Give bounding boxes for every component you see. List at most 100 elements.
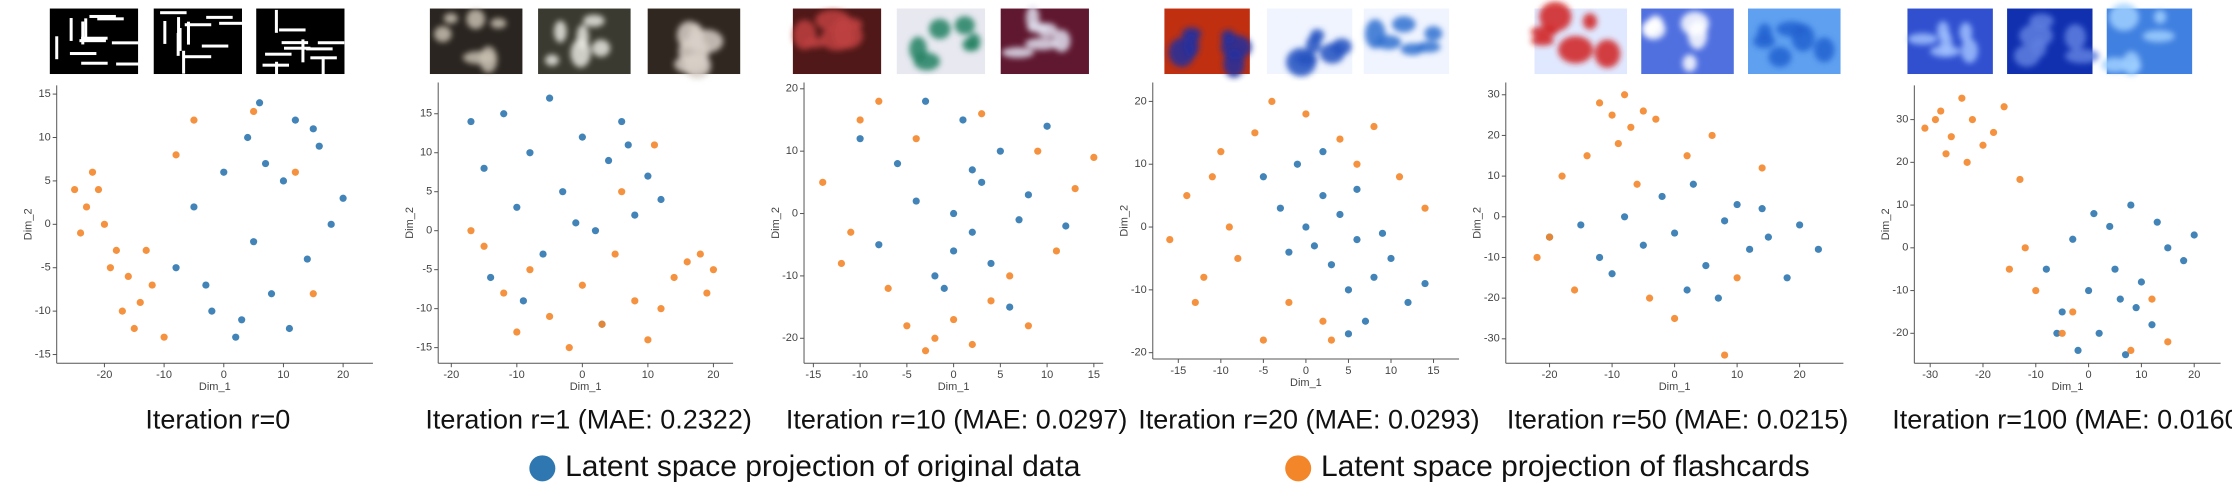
scatter-point: [683, 258, 691, 266]
x-tick-label: -10: [156, 369, 172, 381]
x-axis-label: Dim_1: [199, 381, 231, 393]
legend-marker: [1285, 455, 1312, 482]
scatter-point: [2121, 351, 2130, 359]
x-tick-label: 0: [579, 369, 585, 381]
scatter-point: [912, 197, 920, 205]
scatter-point: [327, 220, 335, 228]
scatter-point: [1071, 184, 1079, 193]
scatter-point: [1652, 115, 1660, 123]
scatter-point: [578, 133, 586, 141]
maze-wall: [274, 9, 278, 33]
scatter-point: [2127, 201, 2135, 209]
scatter-point: [1577, 221, 1585, 229]
scatter-point: [303, 255, 311, 263]
x-tick-label: 20: [337, 369, 349, 381]
y-axis-label: Dim_2: [404, 207, 416, 239]
thumbnail-blobs: [1168, 27, 1252, 78]
blob: [443, 13, 458, 24]
maze-wall: [69, 18, 73, 41]
scatter-point: [1268, 97, 1276, 106]
scatter-point: [480, 242, 488, 250]
scatter-point: [1968, 116, 1977, 124]
blob: [1220, 35, 1252, 60]
scatter-point: [1814, 245, 1822, 253]
thumbnail-blobs: [1001, 5, 1071, 58]
scatter-point: [2058, 308, 2066, 316]
scatter-point: [2069, 235, 2077, 243]
blob: [1930, 45, 1961, 58]
x-tick-label: -10: [2028, 369, 2044, 381]
maze-wall: [163, 21, 167, 44]
scatter-point: [1251, 129, 1259, 137]
blob: [1392, 16, 1416, 33]
y-tick-label: 30: [1488, 89, 1500, 101]
x-tick-label: -20: [96, 369, 112, 381]
scatter-point: [950, 209, 958, 218]
scatter-point: [1627, 123, 1635, 131]
scatter-point: [1558, 172, 1566, 180]
x-tick-label: -5: [1258, 365, 1268, 377]
x-tick-label: -10: [509, 369, 525, 381]
scatter-point: [106, 264, 115, 272]
scatter-point: [1024, 322, 1032, 330]
blob: [1582, 13, 1597, 30]
scatter-point: [1421, 204, 1429, 212]
scatter-point: [1721, 217, 1729, 225]
scatter-point: [1361, 317, 1370, 325]
blob: [582, 14, 605, 27]
scatter-point: [1963, 158, 1971, 166]
legend-label: Latent space projection of flashcards: [1321, 450, 1810, 483]
y-tick-label: 0: [792, 207, 798, 219]
scatter-point: [1583, 152, 1591, 160]
scatter-point: [2127, 346, 2135, 354]
scatter-point: [315, 142, 323, 150]
y-tick-label: -10: [416, 303, 432, 315]
maze-wall: [184, 23, 212, 27]
scatter-point: [559, 188, 567, 196]
scatter-point: [912, 135, 920, 143]
scatter-point: [950, 315, 958, 324]
y-tick-label: 10: [1896, 199, 1908, 211]
y-tick-label: -5: [41, 262, 51, 274]
scatter-point: [250, 107, 258, 116]
scatter-point: [847, 228, 855, 236]
scatter-point: [1327, 261, 1336, 269]
blob: [1539, 1, 1572, 32]
scatter-point: [565, 344, 573, 352]
scatter-point: [978, 110, 986, 118]
blob: [2064, 24, 2086, 50]
y-tick-label: -20: [1484, 292, 1500, 304]
x-tick-label: 5: [1345, 365, 1351, 377]
scatter-panel: -20 -10 0 10 20 -30 -20 -10 0 10 20 30 Dim_1 Dim_2 Ite…: [1472, 82, 1848, 434]
scatter-point: [572, 219, 580, 227]
y-tick-label: -10: [782, 270, 798, 282]
scatter-point: [71, 185, 79, 194]
scatter-point: [1090, 153, 1098, 162]
scatter-point: [1608, 111, 1616, 119]
scatter-point: [2164, 338, 2172, 346]
scatter-point: [124, 272, 132, 281]
blob: [1375, 35, 1402, 50]
thumbnail-blobs: [2101, 3, 2175, 76]
blob: [1310, 29, 1325, 42]
blob: [462, 51, 496, 65]
y-tick-label: -15: [416, 342, 432, 354]
scatter-panel: -15 -10 -5 0 5 10 15 -20 -10 0 10 20 Dim_1 Dim_2 Itera…: [770, 82, 1127, 434]
scatter-point: [261, 159, 270, 168]
blob: [434, 26, 452, 43]
scatter-point: [1370, 273, 1378, 281]
blob: [1907, 33, 1938, 45]
maze-wall: [262, 63, 290, 67]
panel-caption: Iteration r=1 (MAE: 0.2322): [425, 404, 751, 434]
scatter-point: [631, 211, 639, 219]
x-tick-label: 0: [951, 369, 957, 381]
x-axis-label: Dim_1: [1290, 377, 1322, 389]
maze-wall: [111, 41, 139, 45]
scatter-point: [875, 241, 883, 249]
maze-wall: [265, 52, 292, 56]
blob: [954, 16, 975, 35]
x-tick-label: -10: [1213, 365, 1229, 377]
scatter-point: [130, 324, 138, 333]
scatter-point: [968, 340, 976, 349]
blob: [1813, 37, 1835, 63]
